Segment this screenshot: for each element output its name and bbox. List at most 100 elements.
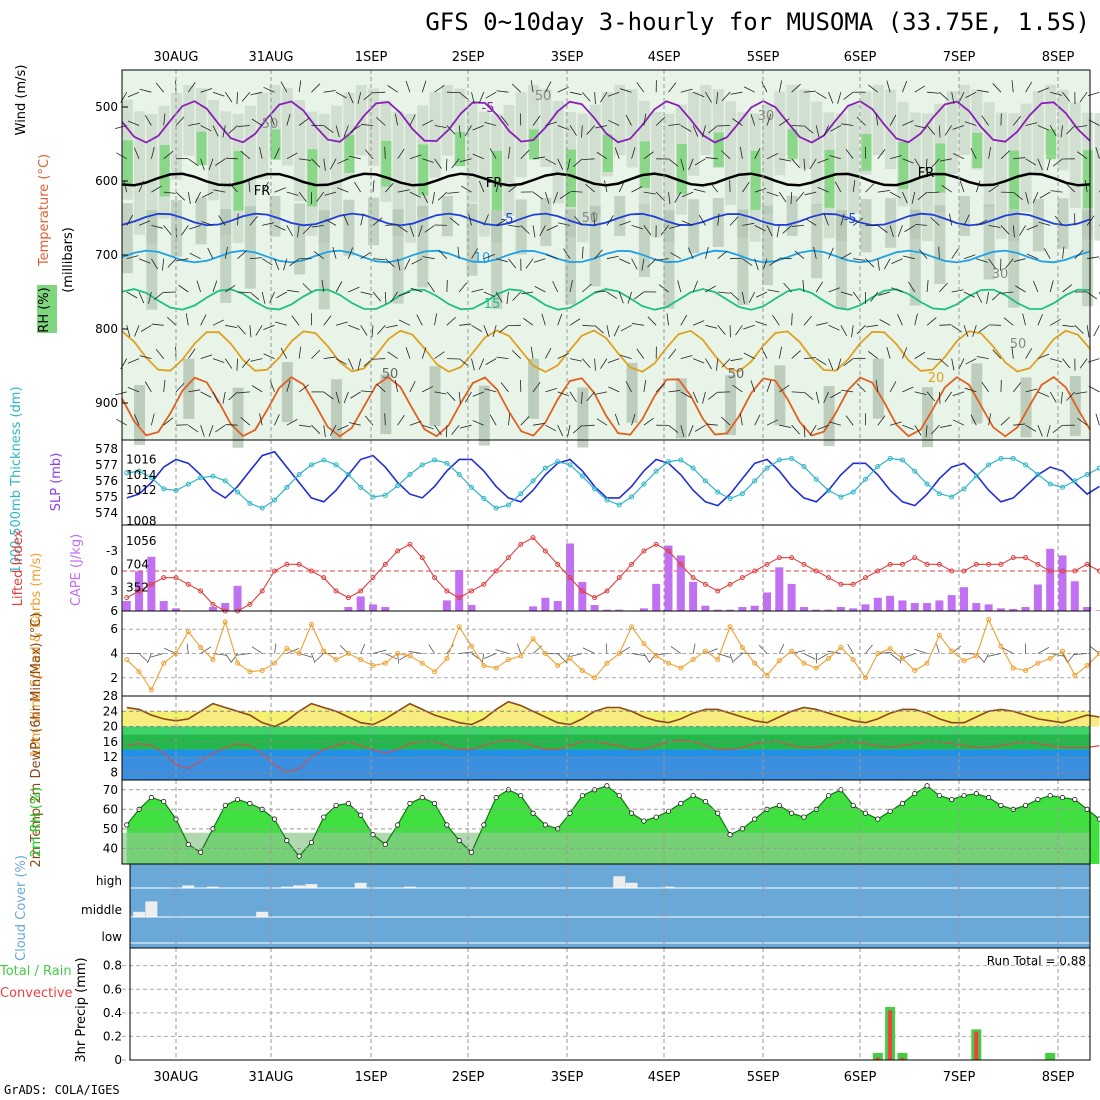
rh-patch: [220, 111, 232, 236]
wind-barb: [269, 291, 275, 304]
rh-patch-gray: [565, 209, 576, 305]
lifted-index-point: [469, 588, 474, 594]
cape-bar: [1021, 607, 1030, 611]
precip-total-bar: [897, 1052, 908, 1060]
wind-barb: [335, 391, 340, 404]
wind10m-barb: [778, 643, 785, 654]
wind-speed-point: [998, 643, 1004, 649]
cape-bar: [664, 545, 673, 611]
wind-barb: [1012, 382, 1022, 393]
wind-barb: [766, 114, 772, 126]
lifted-index-point: [444, 588, 450, 594]
cape-bar: [787, 583, 796, 611]
wind-barb: [988, 184, 999, 193]
wind-speed-point: [653, 653, 659, 659]
wind-barb: [212, 125, 219, 137]
wind-barb: [569, 125, 577, 136]
wind-speed-point: [973, 653, 979, 659]
wind-barb: [343, 391, 349, 404]
thickness-point: [296, 471, 302, 477]
rh-patch-gray: [318, 210, 330, 310]
wind-barb: [582, 91, 591, 102]
cape-bar: [713, 609, 722, 611]
rh2m-point: [308, 839, 314, 846]
wind-barb: [914, 158, 922, 170]
rh-patch-green: [196, 131, 207, 166]
wind-barb: [458, 391, 461, 404]
isotherm-label: FR: [486, 176, 503, 191]
rh2m-point: [148, 795, 154, 801]
date-label-bottom: 30AUG: [153, 1070, 198, 1085]
wind-barb: [668, 123, 681, 126]
wind-barb: [489, 148, 497, 160]
wind-barb: [251, 385, 263, 393]
wind-barb: [914, 424, 922, 436]
wind-barb: [582, 158, 595, 161]
lifted-index-point: [961, 568, 967, 574]
lifted-index-point: [1023, 555, 1029, 561]
thickness-point: [739, 491, 745, 497]
wind-barb: [163, 191, 176, 194]
wind-barb: [175, 116, 185, 126]
thickness-point: [148, 475, 154, 481]
wind-barb: [897, 314, 903, 326]
wind-barb: [404, 258, 411, 270]
temp-y-tick: 28: [103, 689, 118, 703]
rh-patch: [725, 101, 737, 205]
wind-barb: [409, 114, 416, 126]
lifted-index-point: [789, 555, 795, 561]
wind-speed-point: [222, 619, 228, 625]
wind-barb: [236, 92, 238, 105]
wind-barb: [791, 424, 800, 435]
wind-barb: [1005, 258, 1014, 269]
wind-barb: [343, 214, 349, 226]
wind-speed-point: [875, 651, 881, 656]
rh-patch: [959, 84, 970, 155]
wind-barb: [1050, 190, 1063, 193]
wind-barb: [1039, 191, 1051, 199]
wind-barb: [348, 247, 354, 259]
wind-barb: [762, 258, 768, 271]
wind10m-barb: [1067, 653, 1076, 663]
wind-speed-point: [247, 669, 253, 675]
wind-barb: [939, 158, 952, 162]
rh2m-point: [690, 793, 696, 799]
wind-barb: [283, 258, 288, 271]
wind-barb: [390, 291, 398, 303]
wind-barb: [805, 218, 817, 226]
wind-barb: [668, 82, 677, 93]
thickness-point: [210, 473, 216, 479]
rh-patch-green: [750, 150, 761, 210]
wind-barb: [532, 115, 541, 126]
lifted-index-point: [666, 548, 671, 554]
wind-barb: [311, 225, 324, 228]
wind-barb: [915, 223, 928, 226]
lifted-index-point: [850, 581, 856, 587]
thickness-point: [604, 497, 610, 503]
wind-barb: [200, 125, 212, 132]
wind-barb: [600, 91, 608, 103]
wind-barb: [427, 281, 435, 293]
wind-barb: [952, 391, 965, 397]
rh-patch-green: [713, 132, 724, 167]
wind-barb: [930, 217, 940, 226]
wind-barb: [1075, 391, 1088, 395]
wind-barb: [324, 191, 337, 196]
wind-barb: [908, 281, 916, 293]
wind-barb: [208, 425, 214, 437]
wind-barb: [464, 391, 472, 403]
wind-barb: [828, 324, 840, 331]
rh-patch: [1045, 84, 1057, 155]
wind-barb: [546, 254, 558, 260]
lifted-index-point: [715, 588, 721, 594]
wind-barb: [1025, 424, 1037, 432]
rh-patch: [195, 88, 207, 165]
wind-barb: [557, 313, 563, 326]
wind-barb: [856, 116, 866, 126]
wind-barb: [944, 125, 953, 136]
wind-barb: [1050, 358, 1062, 363]
wind-barb: [594, 358, 596, 371]
wind-barb: [237, 125, 250, 127]
wind-barb: [732, 384, 743, 393]
rh2m-point: [801, 814, 807, 820]
